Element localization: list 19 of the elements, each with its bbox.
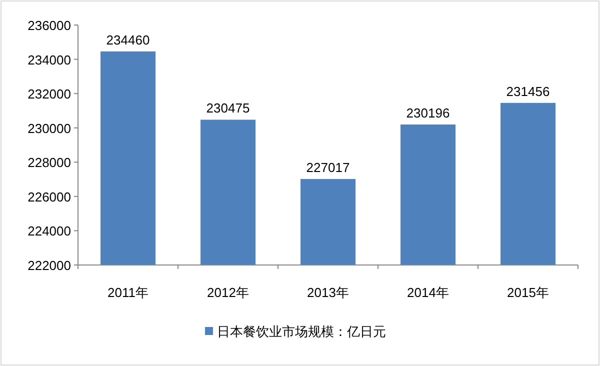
x-tick-label: 2013年 (307, 285, 349, 300)
y-tick-label: 236000 (28, 18, 71, 33)
y-tick-label: 222000 (28, 258, 71, 273)
y-tick-label: 226000 (28, 189, 71, 204)
data-label: 234460 (106, 32, 150, 48)
y-tick-label: 224000 (28, 224, 71, 239)
data-label: 230196 (406, 105, 450, 120)
x-tick-label: 2011年 (108, 285, 148, 300)
x-tick-label: 2014年 (407, 285, 449, 300)
y-tick-label: 234000 (28, 52, 71, 68)
data-label: 230475 (206, 100, 250, 116)
y-tick-label: 228000 (28, 155, 71, 170)
x-tick-label: 2015年 (507, 285, 549, 300)
legend-label: 日本餐饮业市场规模：亿日元 (217, 324, 386, 339)
data-label: 231456 (506, 84, 550, 99)
data-label: 227017 (306, 160, 350, 175)
y-tick-label: 230000 (28, 120, 71, 136)
y-tick-label: 232000 (28, 86, 71, 102)
x-tick-label: 2012年 (207, 285, 249, 300)
